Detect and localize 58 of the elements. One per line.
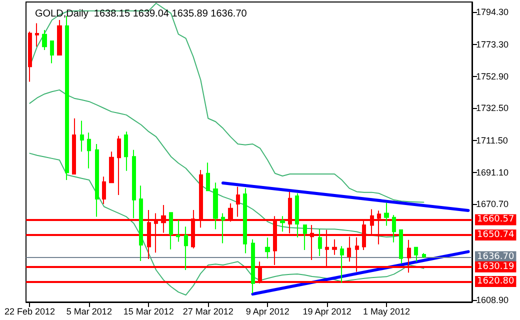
candlestick	[422, 252, 426, 259]
candlestick	[80, 120, 84, 152]
candlestick	[221, 212, 225, 244]
candlestick	[392, 214, 396, 243]
candlestick	[95, 144, 99, 218]
candlestick	[206, 162, 210, 192]
candlestick	[280, 216, 285, 232]
x-tick-label: 5 Mar 2012	[66, 306, 112, 316]
line-series	[29, 152, 424, 296]
y-tick-label: 1773.30	[476, 40, 509, 50]
y-tick-label: 1670.70	[476, 198, 509, 209]
ref-line-label: 1660.57	[477, 214, 514, 225]
x-tick-label: 1 May 2012	[363, 306, 410, 316]
candlestick	[28, 31, 32, 82]
candlestick	[332, 238, 337, 256]
candlestick	[117, 135, 121, 196]
candlestick	[35, 22, 39, 48]
candlestick	[414, 246, 418, 262]
candlestick	[251, 238, 255, 294]
y-tick-label: 1711.50	[476, 136, 508, 146]
candlestick	[132, 149, 136, 219]
y-tick-label: 1691.10	[476, 167, 509, 178]
candlestick	[139, 185, 143, 262]
candlestick	[176, 219, 180, 242]
line-series	[29, 2, 424, 203]
candlestick	[169, 212, 173, 250]
ref-line-label: 1650.74	[477, 230, 514, 240]
candlestick	[42, 29, 47, 51]
y-tick-label: 1794.30	[476, 6, 509, 17]
candlestick	[124, 131, 128, 172]
candlestick	[213, 182, 218, 230]
candlestick	[72, 118, 76, 174]
candlestick	[295, 192, 299, 238]
y-tick-label: 1732.50	[476, 102, 509, 113]
candlestick	[384, 202, 389, 226]
x-tick-label: 9 Apr 2012	[246, 306, 290, 316]
candlestick	[50, 40, 54, 64]
candlestick	[399, 229, 403, 264]
candlestick	[243, 188, 247, 254]
y-tick-label: 1608.90	[476, 294, 509, 305]
candlestick	[57, 20, 62, 56]
candlestick	[236, 186, 240, 218]
candlestick	[87, 132, 91, 169]
x-tick-label: 19 Apr 2012	[302, 306, 352, 316]
candlestick	[318, 228, 322, 257]
ref-line-label: 1620.80	[477, 276, 514, 286]
candlestick	[102, 176, 106, 204]
x-tick-label: 27 Mar 2012	[182, 306, 234, 316]
candlestick	[109, 151, 114, 184]
candlestick	[340, 246, 344, 284]
candlestick	[265, 237, 270, 259]
x-tick-label: 15 Mar 2012	[123, 306, 174, 316]
candlestick	[184, 226, 188, 270]
ref-line-label: 1636.70	[477, 252, 514, 262]
x-tick-label: 22 Feb 2012	[4, 306, 55, 316]
ref-line-label: 1630.19	[477, 262, 514, 272]
candlestick	[303, 224, 307, 250]
y-tick-label: 1752.90	[476, 71, 509, 82]
